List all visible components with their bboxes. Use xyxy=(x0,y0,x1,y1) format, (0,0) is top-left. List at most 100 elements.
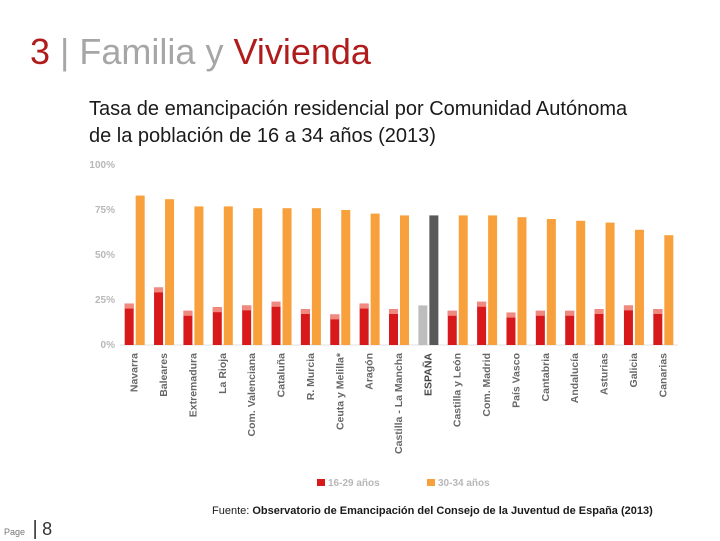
category-label: Canarias xyxy=(657,353,669,398)
bar-30-34 xyxy=(135,195,145,345)
emancipation-bar-chart: 0% 25% 50% 75% 100% Navarra Baleares Extremadur… xyxy=(89,160,678,489)
chart-subtitle: Tasa de emancipación residencial por Com… xyxy=(89,96,709,150)
category-label: Baleares xyxy=(158,353,170,397)
source-note: Fuente: Observatorio de Emancipación del… xyxy=(212,505,653,517)
category-label: Ceuta y Melilla* xyxy=(334,352,346,430)
category-label: ESPAÑA xyxy=(421,353,434,396)
bar-16-29-cap xyxy=(477,301,487,307)
bar-16-29-cap xyxy=(653,309,663,314)
bar-30-34 xyxy=(576,220,586,345)
title-part-familia: Familia y xyxy=(79,31,224,72)
legend-swatch xyxy=(427,479,435,486)
page-label: Page xyxy=(4,527,26,537)
bar-16-29 xyxy=(565,310,575,345)
category-label: Castilla - La Mancha xyxy=(393,353,405,454)
category-label: Galicia xyxy=(628,353,640,388)
subtitle-line-2: de la población de 16 a 34 años (2013) xyxy=(89,125,436,147)
legend-swatch xyxy=(317,479,325,486)
bar-16-29 xyxy=(389,309,398,345)
category-label: Com. Madrid xyxy=(481,353,493,417)
bar-30-34 xyxy=(165,199,175,345)
bar-30-34 xyxy=(194,206,204,345)
bar-16-29 xyxy=(623,305,633,345)
bar-16-29-cap xyxy=(623,305,633,311)
bar-16-29 xyxy=(418,305,428,345)
slide-number: 3 xyxy=(30,31,51,72)
y-tick-label: 25% xyxy=(95,295,115,306)
page-number: 8 xyxy=(42,519,53,539)
bar-16-29-cap xyxy=(124,303,134,309)
y-tick-label: 50% xyxy=(95,250,115,261)
legend-label: 16-29 años xyxy=(328,478,380,489)
bar-30-34 xyxy=(517,217,527,345)
category-label: País Vasco xyxy=(510,353,522,408)
category-label: Navarra xyxy=(129,353,141,392)
bar-16-29-cap xyxy=(212,307,222,313)
bar-16-29-cap xyxy=(447,310,457,316)
bar-16-29 xyxy=(154,287,164,345)
category-label: R. Murcia xyxy=(305,353,317,400)
bar-30-34 xyxy=(546,219,556,345)
bar-30-34 xyxy=(664,235,674,345)
category-label: Asturias xyxy=(599,353,611,395)
category-label: Extremadura xyxy=(187,353,199,417)
bar-30-34 xyxy=(400,215,409,345)
bar-16-29 xyxy=(535,310,545,345)
bar-16-29 xyxy=(330,314,340,345)
bar-16-29 xyxy=(300,309,310,345)
bar-30-34 xyxy=(605,222,615,345)
source-text: Observatorio de Emancipación del Consejo… xyxy=(252,505,653,517)
bar-30-34 xyxy=(341,210,351,345)
bar-30-34 xyxy=(223,206,233,345)
bar-16-29-cap xyxy=(594,309,604,314)
subtitle-line-1: Tasa de emancipación residencial por Com… xyxy=(89,98,628,120)
bar-30-34 xyxy=(282,208,292,345)
bar-16-29 xyxy=(124,303,134,345)
page-separator: | xyxy=(32,518,38,540)
bar-16-29-cap xyxy=(271,301,281,307)
category-label: Castilla y León xyxy=(452,353,464,427)
y-tick-label: 75% xyxy=(95,205,115,216)
bar-16-29 xyxy=(271,301,281,345)
bar-16-29 xyxy=(506,312,516,345)
bar-30-34 xyxy=(429,215,439,345)
bar-30-34 xyxy=(253,208,263,345)
bar-16-29 xyxy=(477,301,487,345)
category-label: La Rioja xyxy=(217,353,229,394)
y-tick-label: 100% xyxy=(89,160,115,171)
bar-16-29-cap xyxy=(535,310,545,316)
category-label: Cataluña xyxy=(276,353,288,398)
category-label: Aragón xyxy=(364,353,376,390)
bar-16-29-cap xyxy=(506,312,516,318)
category-label: Cantabria xyxy=(540,353,552,402)
category-label: Com. Valenciana xyxy=(246,353,258,437)
bar-16-29 xyxy=(653,309,663,345)
source-label: Fuente: xyxy=(212,505,250,517)
bar-16-29-cap xyxy=(359,303,369,309)
bar-30-34 xyxy=(370,213,380,345)
bar-30-34 xyxy=(458,215,468,345)
bar-16-29 xyxy=(242,305,252,345)
bar-16-29 xyxy=(359,303,369,345)
y-tick-label: 0% xyxy=(101,340,116,351)
bar-16-29-cap xyxy=(330,314,340,320)
title-separator: | xyxy=(60,31,70,72)
page-footer: Page | 8 xyxy=(4,518,52,541)
bar-16-29 xyxy=(594,309,604,345)
bar-16-29 xyxy=(183,310,193,345)
bar-16-29-cap xyxy=(389,309,398,314)
bar-16-29-cap xyxy=(565,310,575,316)
slide-title: 3 | Familia y Vivienda xyxy=(30,30,371,74)
bar-30-34 xyxy=(488,215,498,345)
bar-16-29-cap xyxy=(242,305,252,311)
bar-16-29-cap xyxy=(154,287,164,293)
bar-16-29-cap xyxy=(300,309,310,314)
bar-30-34 xyxy=(311,208,321,345)
bar-16-29 xyxy=(212,307,222,345)
legend-label: 30-34 años xyxy=(438,478,490,489)
bar-30-34 xyxy=(634,229,644,345)
bar-16-29-cap xyxy=(183,310,193,316)
bar-16-29 xyxy=(447,310,457,345)
title-part-vivienda: Vivienda xyxy=(233,31,371,72)
category-label: Andalucía xyxy=(569,353,581,403)
